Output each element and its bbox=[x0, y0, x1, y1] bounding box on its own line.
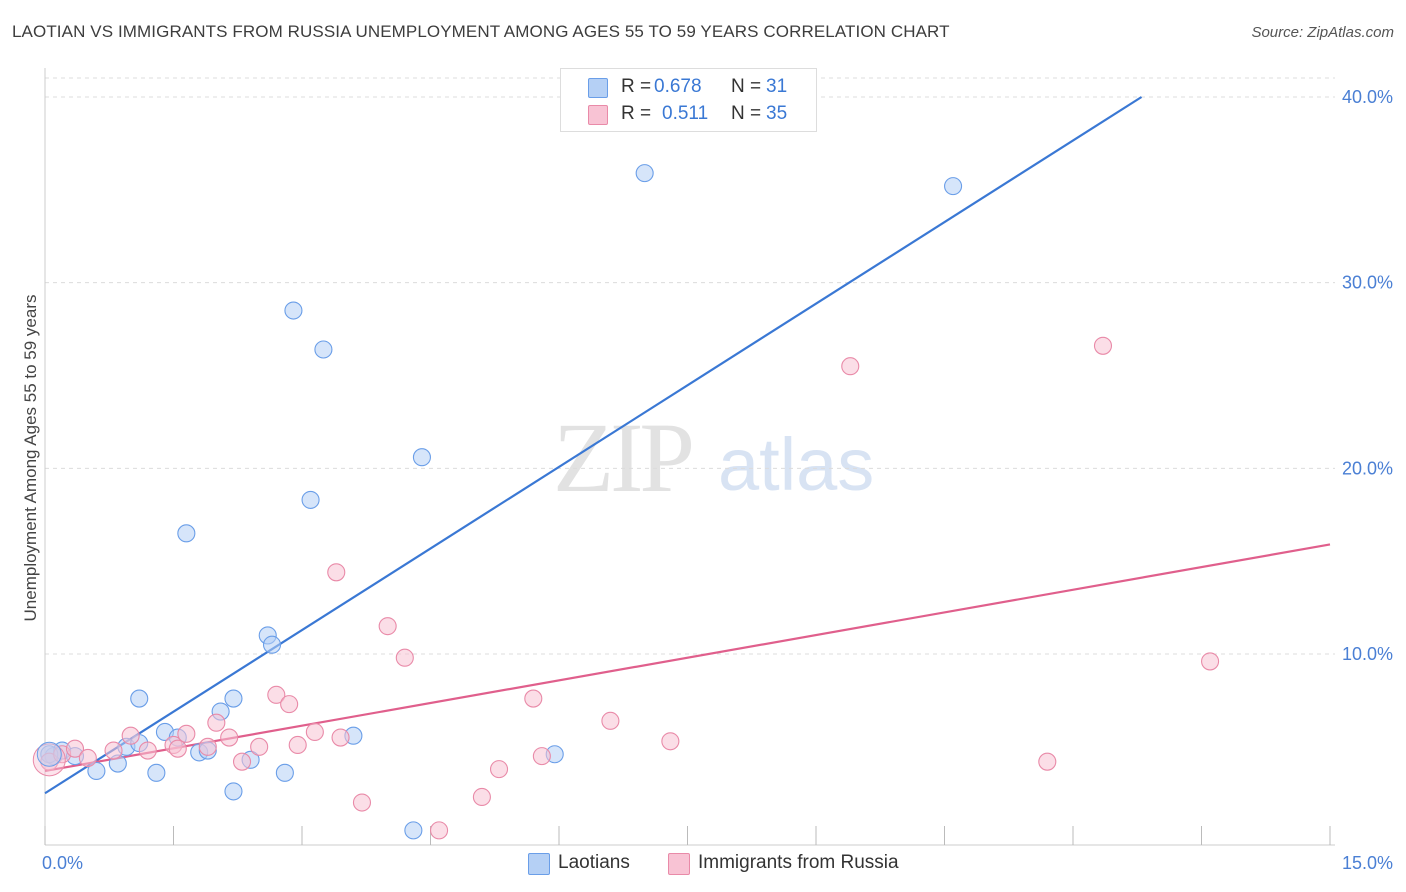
russia-point bbox=[280, 695, 299, 714]
stats-legend: R = 0.678 N = 31 R = 0.511 N = 35 bbox=[560, 68, 817, 132]
legend-n-value-laotians: 31 bbox=[766, 76, 788, 97]
russia-point bbox=[661, 732, 680, 751]
axis-layer bbox=[44, 68, 1335, 846]
legend-n-label: N = bbox=[731, 76, 762, 97]
russia-point bbox=[232, 752, 252, 771]
bottom-legend-label-russia: Immigrants from Russia bbox=[698, 852, 899, 873]
russia-trend-line bbox=[44, 543, 1331, 773]
x-tick-label: 15.0% bbox=[1342, 853, 1393, 873]
russia-point bbox=[378, 617, 397, 636]
russia-point bbox=[331, 728, 350, 747]
points-layer bbox=[32, 164, 1220, 840]
russia-point bbox=[841, 357, 860, 376]
russia-point bbox=[250, 737, 269, 756]
legend-r-value-russia: 0.511 bbox=[662, 103, 709, 124]
russia-point bbox=[198, 737, 217, 756]
laotian-point bbox=[412, 448, 431, 467]
russia-point bbox=[1201, 652, 1220, 671]
russia-point bbox=[1038, 752, 1057, 771]
russia-point bbox=[220, 728, 239, 747]
russia-point bbox=[267, 685, 286, 704]
x-tick-label: 0.0% bbox=[42, 853, 83, 873]
russia-point bbox=[121, 726, 140, 745]
legend-swatch-russia bbox=[588, 105, 608, 125]
chart-source: Source: ZipAtlas.com bbox=[1251, 24, 1394, 41]
grid-layer bbox=[45, 77, 1335, 655]
cluster-point bbox=[36, 741, 62, 767]
russia-point bbox=[524, 689, 543, 708]
laotian-trend-line bbox=[44, 96, 1143, 795]
laotian-point bbox=[635, 164, 654, 183]
laotian-point bbox=[314, 340, 333, 359]
russia-point bbox=[395, 648, 414, 667]
russia-point bbox=[327, 563, 346, 582]
laotian-point bbox=[404, 821, 423, 840]
russia-point bbox=[489, 760, 509, 779]
russia-point bbox=[430, 821, 449, 840]
russia-point bbox=[65, 739, 85, 758]
russia-point bbox=[168, 739, 187, 758]
chart-title: LAOTIAN VS IMMIGRANTS FROM RUSSIA UNEMPL… bbox=[12, 22, 950, 41]
tick-label-layer: 10.0% 20.0% 30.0% 40.0% 0.0% 15.0% bbox=[42, 87, 1393, 873]
watermark-atlas: atlas bbox=[718, 423, 875, 506]
russia-point bbox=[352, 793, 372, 812]
laotian-point bbox=[130, 689, 149, 708]
laotian-point bbox=[284, 301, 303, 320]
y-tick-label: 30.0% bbox=[1342, 273, 1393, 293]
y-tick-label: 40.0% bbox=[1342, 87, 1393, 107]
russia-point bbox=[305, 722, 324, 742]
russia-point bbox=[601, 711, 620, 730]
legend-row-laotians: R = 0.678 N = 31 bbox=[561, 73, 816, 101]
bottom-legend-swatch-laotians bbox=[528, 853, 550, 875]
cluster-point bbox=[32, 743, 66, 777]
laotian-point bbox=[224, 782, 243, 801]
legend-r-value-laotians: 0.678 bbox=[654, 76, 702, 97]
russia-point bbox=[207, 713, 226, 732]
laotian-point bbox=[262, 635, 282, 654]
legend-r-label: R = bbox=[621, 76, 652, 97]
russia-point bbox=[138, 741, 157, 760]
y-tick-label: 10.0% bbox=[1342, 644, 1393, 664]
legend-r-label: R = bbox=[621, 103, 652, 124]
russia-point bbox=[472, 787, 491, 807]
watermark-zip: ZIP bbox=[553, 402, 695, 513]
laotian-point bbox=[301, 490, 320, 509]
laotian-point bbox=[224, 689, 243, 708]
russia-point bbox=[78, 748, 97, 768]
bottom-legend-swatch-russia bbox=[668, 853, 690, 875]
russia-point bbox=[104, 741, 123, 760]
laotian-point bbox=[275, 763, 294, 782]
legend-swatch-laotians bbox=[588, 78, 608, 98]
y-tick-label: 20.0% bbox=[1342, 458, 1393, 478]
laotian-point bbox=[177, 524, 196, 543]
laotian-point bbox=[147, 763, 166, 782]
bottom-legend-label-laotians: Laotians bbox=[558, 852, 630, 873]
legend-n-label: N = bbox=[731, 103, 762, 124]
trend-layer bbox=[44, 96, 1331, 795]
russia-point bbox=[177, 724, 196, 743]
russia-point bbox=[532, 747, 551, 766]
laotian-point bbox=[944, 177, 963, 196]
laotian-point bbox=[87, 761, 106, 781]
russia-point bbox=[288, 735, 307, 755]
legend-n-value-russia: 35 bbox=[766, 103, 788, 124]
legend-row-russia: R = 0.511 N = 35 bbox=[561, 100, 816, 128]
russia-point bbox=[1093, 336, 1113, 355]
